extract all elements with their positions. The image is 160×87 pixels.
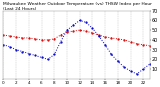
Text: Milwaukee Weather Outdoor Temperature (vs) THSW Index per Hour (Last 24 Hours): Milwaukee Weather Outdoor Temperature (v… [3, 2, 152, 11]
